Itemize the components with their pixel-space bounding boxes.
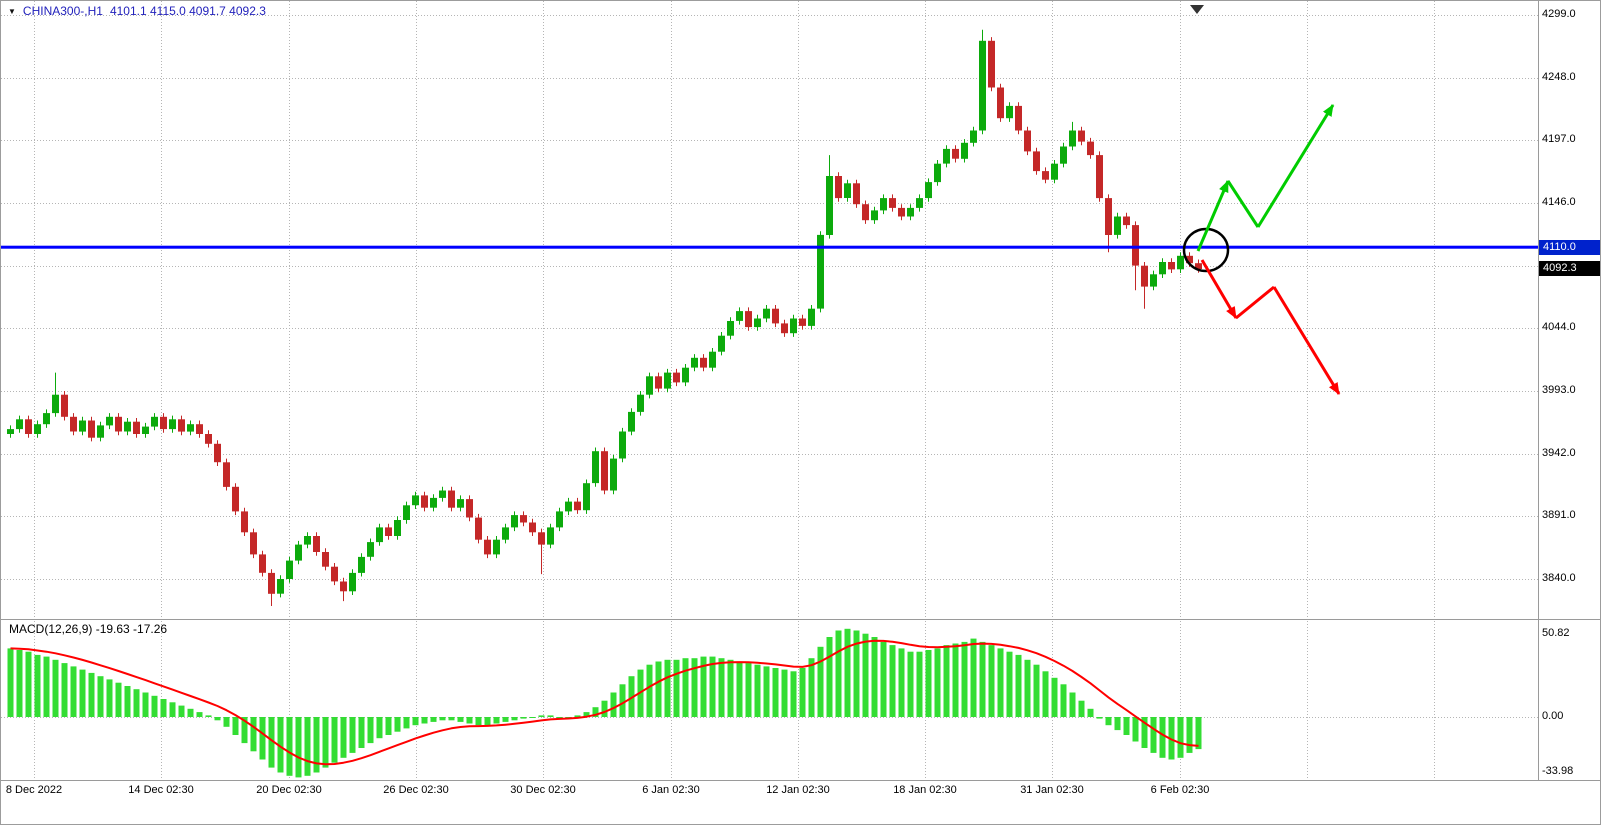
macd-signal-line bbox=[10, 639, 1199, 766]
grid bbox=[1, 1, 1538, 780]
chart-shift-marker-icon[interactable] bbox=[1190, 5, 1204, 14]
bearish-arrow[interactable] bbox=[1200, 259, 1238, 319]
macd-histogram bbox=[7, 628, 1202, 778]
support-hline[interactable] bbox=[1, 245, 1538, 249]
macd-indicator-label: MACD(12,26,9) -19.63 -17.26 bbox=[9, 622, 168, 636]
bearish-arrow[interactable] bbox=[1235, 285, 1275, 320]
panel-separators bbox=[1, 1, 1600, 781]
bullish-arrow[interactable] bbox=[1256, 104, 1335, 228]
last-price-tag: 4092.3 bbox=[1539, 261, 1600, 276]
candles bbox=[7, 29, 1202, 606]
hline-price-tag: 4110.0 bbox=[1539, 240, 1600, 255]
symbol-header: ▼ CHINA300-,H1 4101.1 4115.0 4091.7 4092… bbox=[8, 4, 266, 18]
symbol-period-label: CHINA300-,H1 bbox=[22, 4, 103, 18]
ohlc-readout: 4101.1 4115.0 4091.7 4092.3 bbox=[109, 4, 266, 18]
bearish-arrow[interactable] bbox=[1272, 286, 1341, 395]
bullish-arrow[interactable] bbox=[1196, 180, 1230, 252]
bullish-arrow[interactable] bbox=[1226, 180, 1260, 228]
symbol-dropdown-icon[interactable]: ▼ bbox=[8, 6, 16, 16]
